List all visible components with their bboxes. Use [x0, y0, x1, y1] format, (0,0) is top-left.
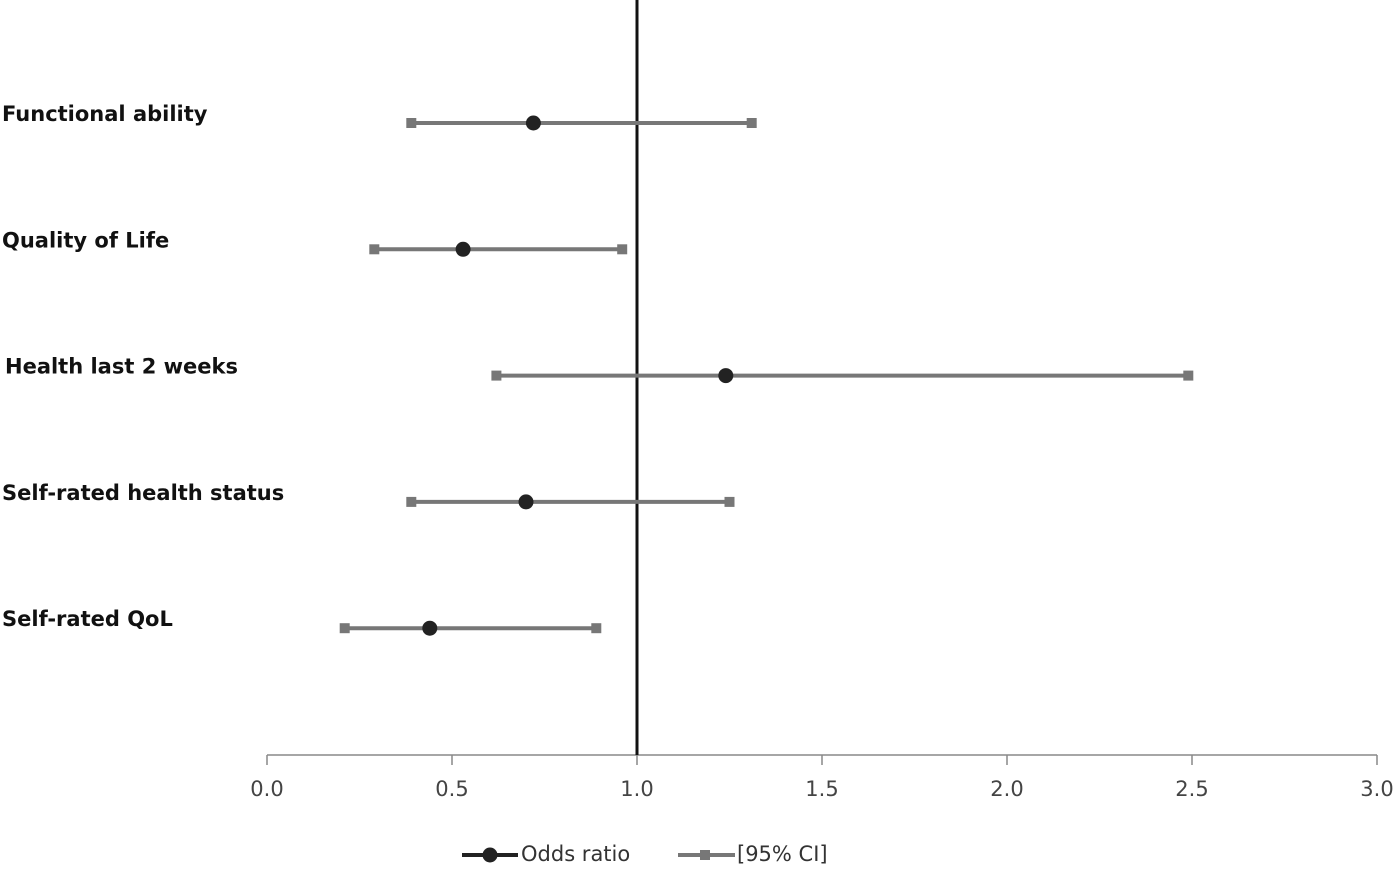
x-tick-label: 1.0 [620, 777, 653, 801]
odds-ratio-point [455, 241, 471, 257]
x-tick-label: 0.0 [250, 777, 283, 801]
x-tick-label: 2.0 [990, 777, 1023, 801]
ci-lower [406, 118, 417, 128]
ci-lower [406, 496, 417, 507]
ci-upper [724, 496, 735, 507]
x-tick-label: 3.0 [1360, 777, 1393, 801]
odds-ratio-point [422, 620, 438, 636]
category-label: Self-rated QoL [2, 607, 173, 631]
category-label: Health last 2 weeks [5, 355, 238, 379]
ci-upper [617, 244, 628, 255]
legend-label: Odds ratio [521, 842, 630, 866]
category-label: Functional ability [2, 102, 208, 126]
legend-swatch [700, 850, 710, 860]
odds-ratio-point [718, 368, 734, 384]
category-label: Quality of Life [2, 228, 169, 252]
x-tick-label: 2.5 [1175, 777, 1208, 801]
legend-label: [95% CI] [737, 842, 828, 866]
odds-ratio-point [518, 494, 534, 510]
category-label: Self-rated health status [2, 481, 284, 505]
ci-lower [339, 623, 350, 634]
x-tick-label: 0.5 [435, 777, 468, 801]
legend-swatch [482, 847, 498, 863]
ci-lower [369, 244, 380, 255]
x-tick-label: 1.5 [805, 777, 838, 801]
odds-ratio-point [525, 115, 541, 131]
ci-upper [591, 623, 602, 634]
ci-upper [746, 118, 757, 128]
ci-upper [1183, 370, 1194, 381]
ci-lower [491, 370, 502, 381]
